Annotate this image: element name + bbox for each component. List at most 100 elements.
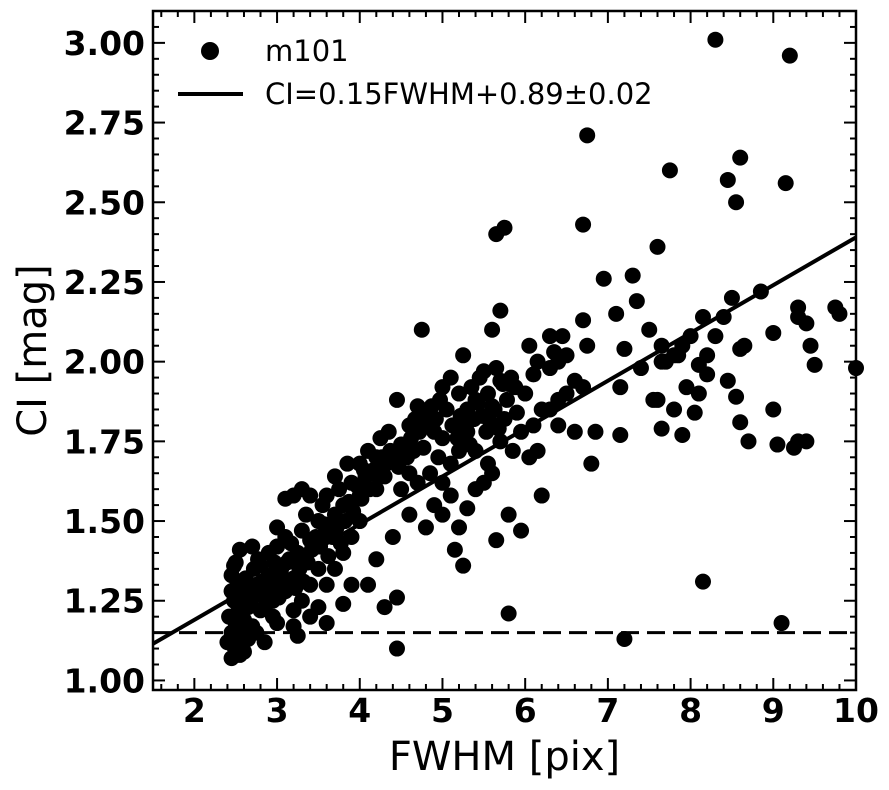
data-point (507, 379, 524, 396)
data-point (455, 347, 472, 364)
data-point (274, 570, 291, 587)
data-point (728, 194, 745, 211)
data-point (566, 423, 583, 440)
data-point (653, 420, 670, 437)
x-tick-label: 6 (514, 691, 537, 730)
data-point (351, 455, 368, 472)
data-point (529, 442, 546, 459)
data-point (521, 337, 538, 354)
data-point (250, 551, 267, 568)
data-point (616, 340, 633, 357)
data-point (226, 557, 243, 574)
x-tick-label: 7 (596, 691, 619, 730)
data-point (661, 162, 678, 179)
data-point (674, 426, 691, 443)
data-point (488, 360, 505, 377)
data-point (777, 175, 794, 192)
data-point (434, 430, 451, 447)
data-point (790, 309, 807, 326)
data-point (628, 293, 645, 310)
data-point (380, 423, 397, 440)
data-point (388, 640, 405, 657)
data-point (361, 481, 378, 498)
data-point (575, 312, 592, 329)
data-point (451, 519, 468, 536)
data-point (612, 426, 629, 443)
data-point (678, 379, 695, 396)
data-point (740, 433, 757, 450)
data-point (694, 573, 711, 590)
data-point (345, 503, 362, 520)
y-tick-label: 2.75 (64, 104, 145, 143)
data-point (388, 391, 405, 408)
fit-line (151, 235, 858, 646)
data-point (690, 385, 707, 402)
data-point (427, 411, 444, 428)
x-axis-label: FWHM [pix] (389, 734, 620, 780)
data-point (728, 388, 745, 405)
data-point (525, 366, 542, 383)
data-point (318, 487, 335, 504)
data-points (219, 31, 864, 667)
data-point (732, 149, 749, 166)
data-point (470, 395, 487, 412)
data-point (707, 328, 724, 345)
data-point (723, 289, 740, 306)
data-point (806, 356, 823, 373)
data-point (244, 538, 261, 555)
data-point (508, 404, 525, 421)
y-tick-label: 2.50 (64, 183, 145, 222)
data-point (264, 608, 281, 625)
data-point (558, 385, 575, 402)
data-point (258, 595, 275, 612)
data-point (802, 337, 819, 354)
data-point (490, 420, 507, 437)
data-point (732, 414, 749, 431)
data-point (417, 519, 434, 536)
data-point (461, 436, 478, 453)
data-point (773, 615, 790, 632)
data-point (343, 576, 360, 593)
data-point (765, 401, 782, 418)
data-point (459, 500, 476, 517)
data-point (616, 630, 633, 647)
data-point (430, 449, 447, 466)
x-tick-label: 8 (679, 691, 702, 730)
data-point (781, 47, 798, 64)
data-point (434, 506, 451, 523)
data-point (504, 442, 521, 459)
y-tick-label: 1.00 (64, 661, 145, 700)
data-point (339, 455, 356, 472)
data-point (736, 337, 753, 354)
data-point (283, 535, 300, 552)
data-point (455, 557, 472, 574)
data-point (496, 219, 513, 236)
data-point (583, 455, 600, 472)
y-tick-label: 1.25 (64, 582, 145, 621)
x-tick-label: 5 (431, 691, 454, 730)
data-point (550, 417, 567, 434)
data-point (452, 407, 469, 424)
data-point (694, 309, 711, 326)
data-point (442, 369, 459, 386)
data-point (798, 433, 815, 450)
data-point (492, 302, 509, 319)
data-point (498, 391, 515, 408)
data-point (298, 506, 315, 523)
tick-labels: 2 3 4 5 6 7 8 9 10 1.00 1.25 1.50 1.75 2.00 2.25 2.50 2.… (64, 24, 879, 730)
data-point (575, 216, 592, 233)
data-point (666, 401, 683, 418)
data-point (369, 468, 386, 485)
data-point (335, 595, 352, 612)
x-tick-label: 3 (266, 691, 289, 730)
data-point (653, 353, 670, 370)
y-axis-label: CI [mag] (10, 264, 56, 437)
data-point (233, 621, 250, 638)
data-point (326, 468, 343, 485)
data-point (719, 372, 736, 389)
data-point (326, 560, 343, 577)
data-point (484, 465, 501, 482)
data-point (513, 522, 530, 539)
legend: m101 CI=0.15FWHM+0.89±0.02 (178, 34, 653, 111)
data-point (529, 353, 546, 370)
